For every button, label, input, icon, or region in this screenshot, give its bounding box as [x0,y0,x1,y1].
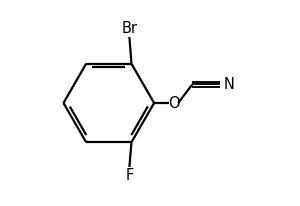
Text: Br: Br [122,21,137,36]
Text: F: F [125,168,134,183]
Text: N: N [224,77,235,92]
Text: O: O [168,96,179,110]
